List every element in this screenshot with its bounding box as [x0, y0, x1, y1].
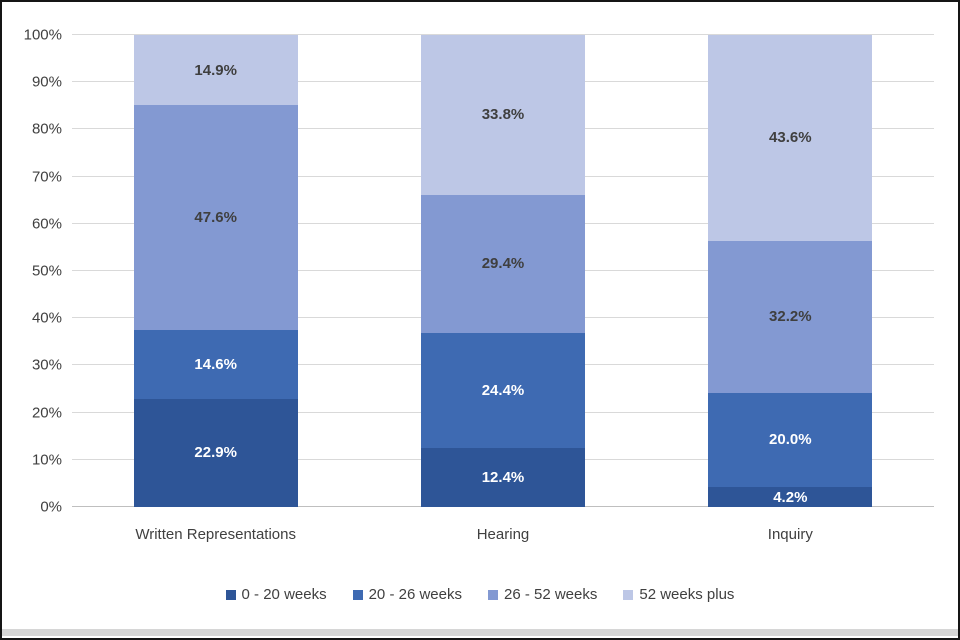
gridline — [72, 34, 934, 35]
bar-column: 12.4% 24.4% 29.4% 33.8% — [359, 35, 646, 507]
bar-segment: 47.6% — [133, 105, 298, 331]
stacked-bar: 22.9% 14.6% 47.6% 14.9% — [133, 35, 298, 507]
data-label: 22.9% — [194, 444, 237, 462]
bars-row: 22.9% 14.6% 47.6% 14.9% 12.4% 24.4% 29.4% 33.8%… — [72, 35, 934, 507]
data-label: 32.2% — [769, 308, 812, 326]
bar-segment: 14.9% — [133, 35, 298, 106]
y-tick-label: 30% — [31, 356, 62, 374]
data-label: 43.6% — [769, 129, 812, 147]
bar-segment: 14.6% — [133, 330, 298, 399]
legend-item: 20 - 26 weeks — [352, 586, 462, 603]
bar-segment: 12.4% — [421, 448, 585, 507]
x-axis-label: Inquiry — [767, 526, 813, 543]
bar-segment: 22.9% — [133, 398, 298, 507]
y-tick-label: 60% — [31, 215, 62, 233]
legend-swatch — [623, 589, 634, 600]
stacked-bar: 12.4% 24.4% 29.4% 33.8% — [421, 35, 585, 507]
legend: 0 - 20 weeks 20 - 26 weeks 26 - 52 weeks 52… — [2, 586, 958, 603]
bar-segment: 43.6% — [708, 35, 873, 241]
legend-item: 0 - 20 weeks — [225, 586, 327, 603]
legend-swatch — [487, 589, 498, 600]
y-tick-label: 10% — [31, 451, 62, 469]
data-label: 4.2% — [773, 488, 808, 506]
bar-column: 4.2% 20.0% 32.2% 43.6% — [647, 35, 934, 507]
data-label: 33.8% — [481, 106, 525, 124]
legend-item: 52 weeks plus — [623, 586, 734, 603]
data-label: 14.9% — [194, 61, 237, 79]
legend-label: 52 weeks plus — [639, 586, 735, 603]
data-label: 20.0% — [769, 431, 812, 449]
legend-label: 26 - 52 weeks — [503, 586, 598, 603]
x-axis-label: Written Representations — [135, 526, 296, 543]
y-tick-label: 0% — [40, 498, 62, 516]
stacked-bar: 4.2% 20.0% 32.2% 43.6% — [708, 35, 873, 507]
legend-swatch — [352, 589, 363, 600]
y-tick-label: 20% — [31, 404, 62, 422]
y-tick-label: 80% — [31, 120, 62, 138]
y-tick-label: 100% — [23, 26, 62, 44]
legend-label: 20 - 26 weeks — [368, 586, 462, 603]
legend-swatch — [225, 589, 236, 600]
bar-segment: 24.4% — [421, 333, 585, 449]
y-tick-label: 70% — [31, 168, 62, 186]
x-axis-label: Hearing — [476, 526, 530, 543]
data-label: 29.4% — [481, 255, 525, 273]
bar-segment: 4.2% — [708, 487, 873, 507]
bars-layer: 22.9% 14.6% 47.6% 14.9% 12.4% 24.4% 29.4% 33.8%… — [72, 35, 934, 507]
bar-segment: 32.2% — [708, 240, 873, 393]
data-label: 14.6% — [194, 355, 237, 373]
data-label: 24.4% — [481, 382, 525, 400]
bar-segment: 20.0% — [708, 392, 873, 488]
bar-column: 22.9% 14.6% 47.6% 14.9% — [72, 35, 359, 507]
data-label: 12.4% — [481, 469, 525, 487]
legend-item: 26 - 52 weeks — [487, 586, 598, 603]
legend-label: 0 - 20 weeks — [241, 586, 327, 603]
bottom-strip — [2, 629, 958, 636]
bar-segment: 29.4% — [421, 194, 585, 334]
y-tick-label: 40% — [31, 309, 62, 327]
data-label: 47.6% — [194, 209, 237, 227]
plot-area: 0% 10% 20% 30% 40% 50% 60% 70% 80% 90% 100% 22.9% 14… — [24, 28, 934, 515]
y-tick-label: 90% — [31, 73, 62, 91]
y-tick-label: 50% — [31, 262, 62, 280]
x-axis-labels: Written Representations Hearing Inquiry — [72, 526, 934, 543]
bar-segment: 33.8% — [421, 35, 585, 195]
